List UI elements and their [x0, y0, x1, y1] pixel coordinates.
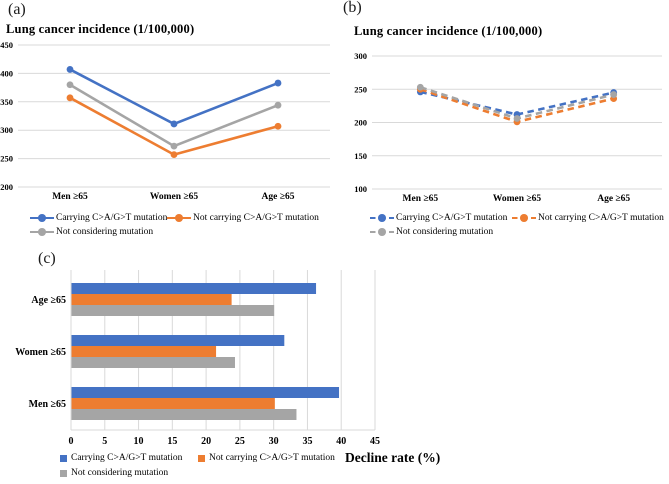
- svg-text:150: 150: [354, 151, 367, 161]
- chart-a-title: Lung cancer incidence (1/100,000): [6, 22, 195, 36]
- svg-text:45: 45: [370, 436, 380, 447]
- svg-text:300: 300: [0, 125, 13, 135]
- legend-item-carrying: Carrying C>A/G>T mutation: [370, 213, 507, 223]
- blue-dashed-marker-icon: [370, 214, 394, 223]
- legend-label: Carrying C>A/G>T mutation: [56, 213, 168, 223]
- svg-text:Men ≥65: Men ≥65: [403, 194, 439, 204]
- legend-label: Not considering mutation: [396, 227, 494, 237]
- svg-text:15: 15: [167, 436, 177, 447]
- orange-square-marker-icon: [198, 454, 205, 462]
- svg-text:200: 200: [0, 182, 13, 192]
- legend-item-not-considering: Not considering mutation: [60, 468, 168, 478]
- gray-line-marker-icon: [30, 228, 54, 237]
- blue-line-marker-icon: [30, 214, 54, 223]
- svg-text:400: 400: [0, 68, 13, 78]
- svg-text:200: 200: [354, 118, 367, 128]
- orange-dashed-marker-icon: [512, 214, 536, 223]
- svg-text:100: 100: [354, 184, 367, 194]
- svg-text:35: 35: [302, 436, 312, 447]
- svg-text:Men ≥65: Men ≥65: [52, 192, 88, 202]
- gray-square-marker-icon: [60, 469, 67, 477]
- svg-text:Age ≥65: Age ≥65: [597, 194, 630, 204]
- panel-a-label: (a): [8, 1, 26, 18]
- legend-label: Not considering mutation: [71, 468, 169, 478]
- legend-item-carrying: Carrying C>A/G>T mutation: [60, 453, 182, 463]
- svg-text:Men ≥65: Men ≥65: [29, 399, 66, 410]
- svg-text:5: 5: [102, 436, 107, 447]
- chart-c-plot: 0 5 10 15 20 25 30 35 40 45 Age ≥65 Women ≥65 Men ≥6…: [15, 270, 380, 447]
- chart-b-plot: 300 250 200 150 100 Men ≥65 Women ≥65 Age ≥65: [354, 51, 662, 204]
- svg-text:30: 30: [269, 436, 279, 447]
- legend-label: Not considering mutation: [56, 227, 154, 237]
- legend-item-carrying: Carrying C>A/G>T mutation: [30, 213, 167, 223]
- svg-text:Women ≥65: Women ≥65: [15, 347, 66, 358]
- legend-label: Carrying C>A/G>T mutation: [71, 453, 183, 463]
- svg-text:250: 250: [354, 84, 367, 94]
- legend-item-not-carrying: Not carrying C>A/G>T mutation: [512, 213, 664, 223]
- svg-text:Age ≥65: Age ≥65: [262, 192, 295, 202]
- legend-item-not-considering: Not considering mutation: [370, 227, 493, 237]
- svg-text:20: 20: [201, 436, 211, 447]
- chart-b-title: Lung cancer incidence (1/100,000): [354, 24, 543, 38]
- legend-label: Not carrying C>A/G>T mutation: [193, 213, 319, 223]
- svg-text:40: 40: [336, 436, 346, 447]
- svg-text:Women ≥65: Women ≥65: [150, 192, 198, 202]
- legend-label: Carrying C>A/G>T mutation: [396, 213, 508, 223]
- svg-text:0: 0: [69, 436, 74, 447]
- chart-a-plot: 450 400 350 300 250 200 Men ≥65 Women ≥65 Age ≥6…: [0, 40, 330, 202]
- legend-item-not-carrying: Not carrying C>A/G>T mutation: [167, 213, 319, 223]
- svg-text:Women ≥65: Women ≥65: [493, 194, 541, 204]
- gray-dashed-marker-icon: [370, 228, 394, 237]
- svg-text:Age ≥65: Age ≥65: [31, 295, 66, 306]
- x-axis-label: Decline rate (%): [345, 450, 441, 465]
- legend-item-not-carrying: Not carrying C>A/G>T mutation: [198, 453, 335, 463]
- panel-b-label: (b): [343, 0, 362, 16]
- svg-text:300: 300: [354, 51, 367, 61]
- svg-text:350: 350: [0, 97, 13, 107]
- svg-text:450: 450: [0, 40, 13, 50]
- svg-text:250: 250: [0, 154, 13, 164]
- legend-label: Not carrying C>A/G>T mutation: [538, 213, 664, 223]
- legend-item-not-considering: Not considering mutation: [30, 227, 153, 237]
- legend-label: Not carrying C>A/G>T mutation: [209, 453, 335, 463]
- svg-text:25: 25: [235, 436, 245, 447]
- svg-text:10: 10: [134, 436, 144, 447]
- panel-c-label: (c): [38, 250, 56, 267]
- orange-line-marker-icon: [167, 214, 191, 223]
- blue-square-marker-icon: [60, 454, 67, 462]
